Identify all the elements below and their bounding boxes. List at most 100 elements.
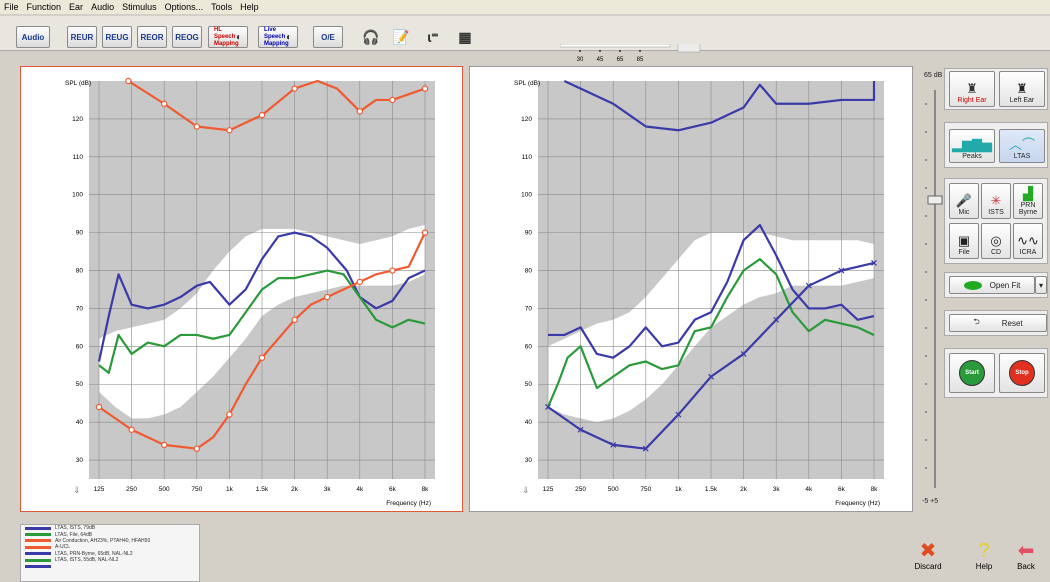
data-point (226, 411, 233, 418)
menu-item-options[interactable]: Options... (164, 2, 204, 12)
menu-item-help[interactable]: Help (240, 2, 259, 12)
menu-item-file[interactable]: File (4, 2, 19, 12)
x-tick-label: 1.5k (705, 486, 718, 493)
prn-byrne-button[interactable]: ▟ PRN Byrne (1013, 183, 1043, 219)
right-speech-map-chart: 125 250 500 750 1k 1.5k 2k 3k 4k 6k 8k 30 40 50 60 70 80… (514, 80, 884, 507)
right-ear-button[interactable]: ♜ Right Ear (949, 71, 995, 107)
mic-button[interactable]: 🎤 Mic (949, 183, 979, 219)
stop-label: Stop (1009, 360, 1035, 386)
legend-label: LTAS, ISTS, 79dB (55, 525, 96, 532)
video-camera-icon[interactable]: ▦ (458, 28, 472, 45)
icra-button[interactable]: ∿∿ ICRA (1013, 223, 1043, 259)
left-ear-button[interactable]: ♜ Left Ear (999, 71, 1045, 107)
stop-button[interactable]: Stop (999, 353, 1045, 393)
data-point (610, 441, 617, 448)
menu-item-audio[interactable]: Audio (91, 2, 115, 12)
level-ruler[interactable]: 30 45 65 85 (560, 44, 702, 64)
reset-label: Reset (1001, 318, 1023, 328)
discard-button[interactable]: ✖ Discard (912, 540, 944, 580)
file-icon: ▣ (957, 233, 971, 248)
ltas-button[interactable]: ︿⌒ LTAS (999, 129, 1045, 163)
legend-entry: LTAS, PRN-Byrne, 65dB, NAL-NL2 (21, 551, 199, 557)
legend-entry: LTAS, ISTS, 79dB (21, 525, 199, 531)
peaks-button[interactable]: ▂▆▇▅ Peaks (949, 129, 995, 163)
data-point (193, 123, 200, 130)
audio-button[interactable]: Audio (16, 26, 50, 48)
ruler-tick-label: 65 (617, 57, 624, 63)
back-button[interactable]: ⬅ Back (1010, 540, 1042, 580)
data-point (545, 404, 551, 410)
x-tick-label: 8k (871, 486, 879, 493)
ruler-tick (619, 50, 621, 52)
hl-speech-mapping-button[interactable]: HL Speech Mapping ◐ (208, 26, 248, 48)
series-line (546, 258, 875, 408)
menu-item-function[interactable]: Function (26, 2, 62, 12)
data-point (708, 373, 714, 380)
menu-item-ear[interactable]: Ear (69, 2, 84, 12)
x-tick-label: 6k (838, 486, 846, 493)
reog-button[interactable]: REOG (172, 26, 202, 48)
y-tick-label: 60 (76, 343, 84, 350)
legend-swatch (25, 558, 51, 562)
ruler-tick (599, 50, 601, 52)
ruler-tick-label: 85 (637, 57, 644, 63)
legend-entry: A-UCL (21, 544, 199, 550)
legend-label: A-UCL (55, 544, 71, 551)
ists-button[interactable]: ✳ ISTS (981, 183, 1011, 219)
y-tick-label: 50 (76, 381, 84, 388)
menu-item-stimulus[interactable]: Stimulus (122, 2, 157, 12)
help-button[interactable]: ? Help (968, 540, 1000, 580)
stimulus-selector: 🎤 Mic ✳ ISTS ▟ PRN Byrne ▣ File ◎ CD ∿∿ … (944, 178, 1048, 264)
y-tick-label: 90 (525, 230, 533, 237)
speech-mapping-icon: ◐ (235, 31, 243, 43)
reset-group: ⮌ Reset (944, 310, 1048, 336)
prn-byrne-label: PRN Byrne (1018, 202, 1038, 216)
y-tick-label: 50 (525, 381, 533, 388)
open-fit-label: Open Fit (989, 280, 1021, 290)
x-tick-label: 750 (640, 486, 651, 493)
level-slider[interactable] (924, 84, 946, 494)
open-fit-dropdown[interactable]: Open Fit (949, 276, 1035, 294)
ear-selector: ♜ Right Ear ♜ Left Ear (944, 68, 1048, 110)
data-point (356, 108, 363, 115)
series-line (98, 232, 426, 450)
reur-button[interactable]: REUR (67, 26, 97, 48)
microphone-icon: 🎤 (955, 193, 973, 208)
help-icon: ? (978, 540, 990, 562)
series-line (98, 269, 426, 374)
edit-notes-icon[interactable]: 📝 (392, 28, 410, 45)
data-point (838, 267, 845, 274)
menu-bar: File Function Ear Audio Stimulus Options... To… (0, 0, 1050, 14)
left-ear-icon: ♜ (1016, 81, 1028, 96)
run-controls: Start Stop (944, 348, 1048, 398)
y-tick-label: 40 (76, 419, 84, 426)
x-tick-label: 8k (422, 486, 430, 493)
menu-item-tools[interactable]: Tools (211, 2, 233, 12)
reset-button[interactable]: ⮌ Reset (949, 314, 1047, 332)
level-slider-thumb[interactable] (927, 195, 943, 205)
peaks-label: Peaks (962, 153, 982, 160)
live-speech-mapping-button[interactable]: Live Speech Mapping ◐ (258, 26, 298, 48)
file-button[interactable]: ▣ File (949, 223, 979, 259)
x-tick-label: 1k (226, 486, 234, 493)
chevron-down-icon[interactable]: ▾ (1035, 276, 1047, 294)
right-ear-label: Right Ear (957, 97, 987, 104)
y-tick-label: 110 (522, 154, 533, 161)
cd-button[interactable]: ◎ CD (981, 223, 1011, 259)
hearing-aid-icon[interactable]: ɩ⁼ (427, 28, 439, 45)
reor-button[interactable]: REOR (137, 26, 167, 48)
scroll-arrow-icon[interactable]: ⇓ (73, 485, 81, 495)
live-speech-mapping-label: Live Speech Mapping (263, 26, 289, 47)
reug-button[interactable]: REUG (102, 26, 132, 48)
legend-entry: LTAS, ISTS, 55dB, NAL-NL2 (21, 557, 199, 563)
y-tick-label: 30 (525, 457, 533, 464)
headset-icon[interactable]: 🎧 (362, 28, 380, 45)
back-label: Back (1017, 562, 1035, 571)
cd-icon: ◎ (990, 233, 1002, 248)
oe-button[interactable]: O/E (313, 26, 343, 48)
left-speech-map-panel: 125 250 500 750 1k 1.5k 2k 3k 4k 6k 8k 30 40 50 60 70 80… (20, 66, 463, 512)
scroll-arrow-icon[interactable]: ⇓ (522, 485, 530, 495)
x-tick-label: 1k (675, 486, 683, 493)
start-button[interactable]: Start (949, 353, 995, 393)
data-point (577, 426, 584, 433)
